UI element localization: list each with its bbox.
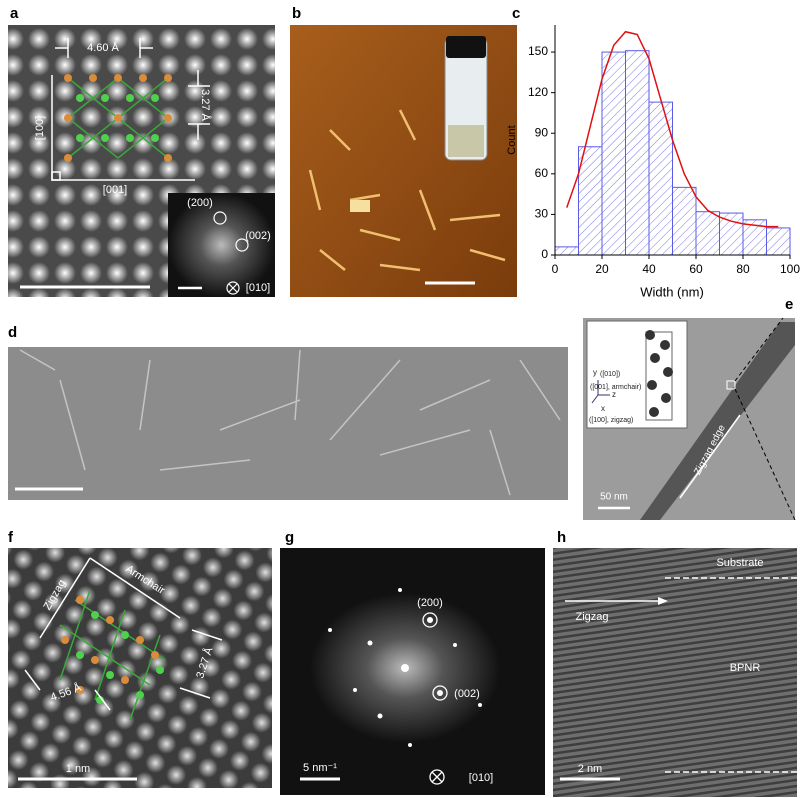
fit-curve: [566, 30, 779, 228]
axis-label: z: [612, 390, 616, 399]
y-tick-label: 150: [528, 44, 548, 58]
panel-f: Zigzag Armchair 3.27 Å 4.56 Å 1 nm: [8, 548, 272, 788]
panel-label: f: [8, 529, 14, 546]
panel-g: (200) (002) 5 nm⁻¹ [010]: [280, 548, 545, 795]
annotation: (200): [187, 197, 213, 209]
panel-d: [8, 347, 568, 500]
panel-label: b: [292, 5, 301, 22]
y-tick-label: 120: [528, 85, 548, 99]
annotation: 4.60 Å: [87, 41, 119, 54]
bar: [578, 146, 603, 256]
x-axis-label: Width (nm): [640, 284, 704, 299]
axis-label: y: [593, 368, 597, 377]
axis-label: ([001], armchair): [590, 384, 641, 391]
x-tick-label: 40: [642, 262, 656, 276]
y-tick-label: 90: [535, 125, 549, 139]
bar: [648, 101, 673, 256]
y-tick-label: 60: [535, 166, 549, 180]
panel-label: a: [10, 5, 19, 22]
axis-label: x: [601, 404, 605, 413]
x-tick-label: 100: [780, 262, 800, 276]
annotation: (002): [454, 688, 480, 700]
axis-label: [001]: [103, 184, 127, 196]
x-tick-label: 60: [689, 262, 703, 276]
bar: [601, 51, 626, 256]
annotation: (002): [245, 230, 271, 242]
annotation: BPNR: [730, 662, 761, 674]
x-tick-label: 80: [736, 262, 750, 276]
bar: [625, 50, 650, 256]
panel-label: d: [8, 324, 17, 341]
panel-label: c: [512, 5, 520, 22]
panel-label: g: [285, 529, 294, 546]
annotation: [010]: [246, 282, 270, 294]
annotation: [010]: [469, 772, 493, 784]
axis-label: [100]: [34, 116, 46, 140]
bar: [672, 186, 697, 256]
axis-label: ([100], zigzag): [589, 417, 633, 424]
bar: [554, 246, 579, 256]
annotation: Substrate: [716, 557, 763, 569]
annotation: (200): [417, 597, 443, 609]
x-tick-label: 20: [595, 262, 609, 276]
panel-label: h: [557, 529, 566, 546]
y-tick-label: 30: [535, 207, 549, 221]
bar: [719, 212, 744, 256]
axis-label: ([010]): [600, 371, 620, 378]
panel-e: Zigzag edge 50 nm y ([010]) ([001], armc…: [583, 317, 796, 521]
histogram-chart: Count Width (nm) 0 30 60 90 120 150 0 20 40 60 80 1…: [506, 25, 800, 299]
panel-a: 4.60 Å 3.27 Å [100] [001] (200) (002) [0…: [8, 25, 275, 297]
panel-label: e: [785, 296, 793, 313]
scale-label: 50 nm: [600, 492, 628, 503]
panel-h: Substrate Zigzag BPNR 2 nm: [553, 548, 797, 797]
scale-label: 1 nm: [66, 763, 90, 775]
annotation: Zigzag: [575, 611, 608, 623]
scale-label: 2 nm: [578, 763, 602, 775]
y-tick-label: 0: [541, 247, 548, 261]
bar: [695, 211, 720, 256]
x-tick-label: 0: [552, 262, 559, 276]
annotation: 3.27 Å: [199, 89, 212, 121]
bar: [766, 227, 791, 256]
scale-label: 5 nm⁻¹: [303, 762, 337, 774]
y-axis-label: Count: [506, 125, 518, 154]
panel-b: [290, 25, 517, 297]
